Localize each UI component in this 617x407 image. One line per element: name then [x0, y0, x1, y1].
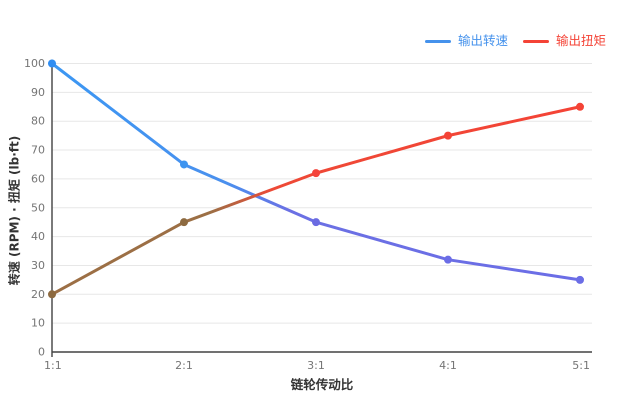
y-tick-label: 70 — [31, 144, 45, 157]
x-tick-label: 3:1 — [307, 359, 325, 372]
x-tick-label: 4:1 — [439, 359, 457, 372]
data-point[interactable] — [48, 290, 56, 299]
y-tick-label: 40 — [31, 230, 45, 243]
legend-item-output-torque[interactable]: 输出扭矩 — [522, 33, 606, 48]
data-point[interactable] — [180, 218, 188, 227]
y-tick-label: 90 — [31, 86, 45, 99]
data-point[interactable] — [576, 102, 584, 111]
y-axis-title: 转速 (RPM) · 扭矩 (lb·ft) — [7, 135, 22, 286]
x-tick-label: 1:1 — [44, 359, 62, 372]
data-point[interactable] — [48, 59, 56, 68]
y-tick-label: 0 — [38, 346, 45, 359]
y-tick-label: 60 — [31, 172, 45, 185]
legend-label-torque: 输出扭矩 — [555, 33, 606, 48]
data-point[interactable] — [444, 131, 452, 140]
chart-legend: 输出转速 输出扭矩 — [424, 33, 606, 48]
y-tick-label: 100 — [24, 57, 45, 70]
data-point[interactable] — [444, 255, 452, 264]
data-point[interactable] — [576, 275, 584, 284]
x-tick-label: 5:1 — [572, 359, 590, 372]
y-tick-label: 10 — [31, 317, 45, 330]
series-line-1 — [50, 105, 582, 296]
legend-line-swatch-torque — [522, 39, 549, 43]
data-point[interactable] — [312, 169, 320, 178]
y-tick-label: 80 — [31, 115, 45, 128]
data-point[interactable] — [180, 160, 188, 169]
legend-line-swatch-speed — [424, 39, 451, 43]
y-tick-label: 20 — [31, 288, 45, 301]
legend-item-output-speed[interactable]: 输出转速 — [424, 33, 508, 48]
y-tick-label: 30 — [31, 259, 45, 272]
y-tick-label: 50 — [31, 201, 45, 214]
legend-label-speed: 输出转速 — [457, 33, 508, 48]
data-point[interactable] — [312, 218, 320, 227]
x-axis-title: 链轮传动比 — [290, 377, 354, 392]
x-tick-label: 2:1 — [175, 359, 193, 372]
